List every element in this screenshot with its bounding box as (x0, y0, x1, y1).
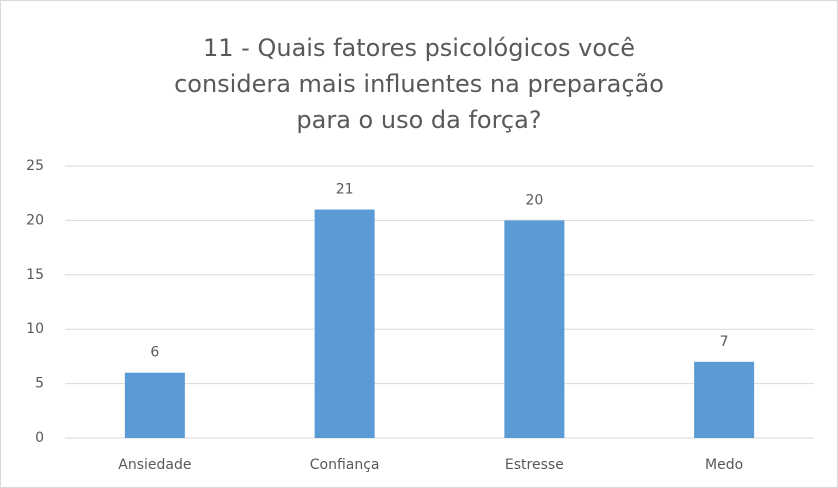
y-tick-label: 5 (35, 376, 44, 392)
x-tick-label: Estresse (505, 457, 564, 473)
bar (694, 361, 755, 438)
y-tick-label: 20 (26, 212, 44, 228)
x-tick-label: Confiança (310, 457, 380, 473)
data-label: 21 (336, 182, 354, 198)
bar (504, 220, 565, 438)
bar (314, 209, 375, 438)
x-tick-label: Ansiedade (118, 457, 191, 473)
data-label: 6 (150, 345, 159, 361)
data-label: 20 (525, 192, 543, 208)
y-tick-label: 0 (35, 430, 44, 446)
x-tick-label: Medo (705, 457, 743, 473)
data-label: 7 (720, 334, 729, 350)
y-tick-label: 15 (26, 267, 44, 283)
bar (124, 372, 185, 438)
y-tick-label: 25 (26, 158, 44, 174)
y-tick-label: 10 (26, 321, 44, 337)
